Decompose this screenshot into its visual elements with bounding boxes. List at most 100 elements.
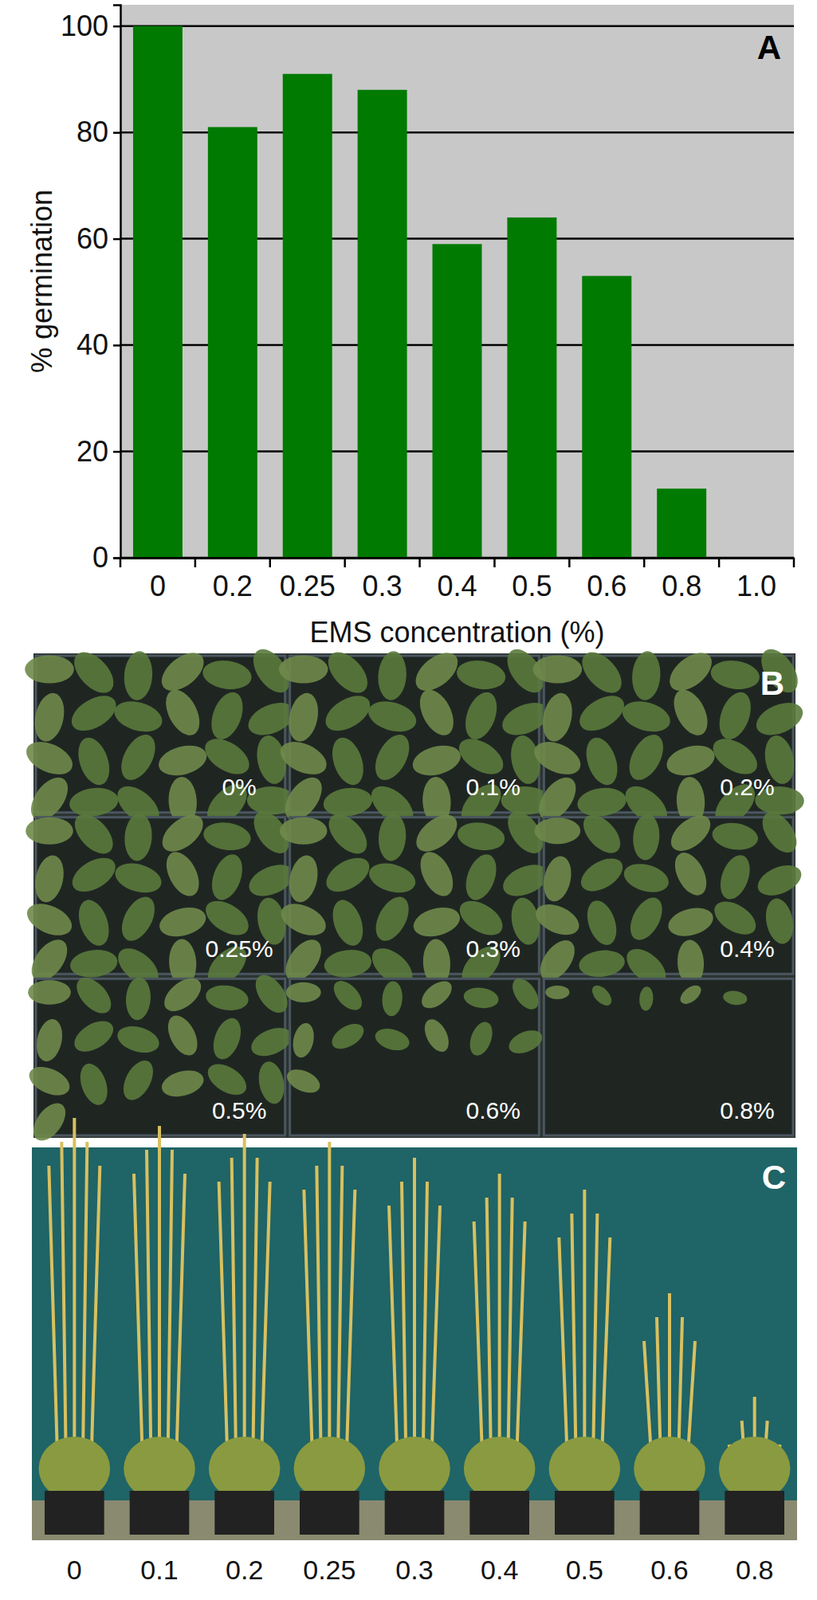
y-tick: 20: [76, 435, 121, 468]
plant: [124, 976, 152, 1022]
plant: [65, 688, 122, 739]
plant: [327, 1018, 369, 1054]
x-tick-label: 0.3: [362, 569, 403, 603]
plant: [638, 986, 654, 1012]
plant: [618, 696, 674, 738]
plant: [376, 650, 408, 702]
y-tick-mark: [113, 557, 121, 560]
bar: [133, 26, 183, 558]
plant: [24, 1061, 75, 1102]
bar: [581, 275, 632, 558]
y-tick-mark: [113, 238, 121, 241]
x-separator: [643, 557, 646, 568]
plant: [67, 807, 121, 861]
photo-panel-b: 0%0.1%0.2%0.25%0.3%0.4%0.5%0.6%0.8%B: [21, 643, 809, 1147]
plant: [533, 655, 583, 684]
x-tick: 0.8: [661, 557, 702, 603]
plant: [158, 971, 208, 1018]
plant: [409, 808, 464, 860]
y-tick-label: 0: [92, 541, 109, 574]
plant: [708, 895, 762, 943]
plant: [66, 644, 122, 700]
panel-label: C: [762, 1158, 786, 1197]
plant: [753, 859, 806, 902]
x-tick-label: 0.4: [436, 569, 477, 603]
plant: [66, 851, 122, 900]
tray-label: 0%: [221, 773, 256, 801]
plant: [159, 684, 207, 742]
plant: [713, 687, 757, 744]
plant: [67, 785, 120, 819]
tray: [543, 817, 794, 975]
plant: [420, 1015, 454, 1057]
x-tick: 0.2: [212, 557, 253, 603]
plant: [27, 1097, 72, 1147]
plant: [320, 851, 376, 900]
plant: [663, 740, 719, 781]
x-separator: [119, 557, 122, 568]
stem: [72, 1118, 76, 1493]
plant: [459, 850, 502, 905]
plant: [708, 657, 762, 692]
plant: [377, 813, 408, 863]
plant: [668, 848, 714, 901]
y-tick-label: 100: [60, 9, 109, 43]
bar: [357, 90, 408, 558]
x-tick: 0.5: [511, 557, 552, 603]
x-tick-label: 0.2: [212, 569, 253, 603]
plant: [73, 895, 115, 950]
bar: [432, 243, 483, 558]
y-tick-label: 60: [76, 222, 109, 256]
panel-label: B: [760, 664, 785, 703]
pot: [214, 1491, 275, 1536]
plant: [72, 734, 115, 790]
plant: [155, 740, 211, 781]
tray-label: 0.5%: [212, 1097, 267, 1124]
y-tick: 0: [92, 541, 121, 574]
pot-label: 0: [66, 1555, 83, 1586]
tray-label: 0.2%: [719, 773, 774, 801]
x-separator: [269, 557, 272, 568]
pot-label: 0.6: [650, 1555, 688, 1586]
photo-background: [33, 653, 796, 1139]
plant: [24, 655, 75, 684]
x-tick: 0.6: [586, 557, 627, 603]
plant: [577, 947, 626, 980]
plant: [204, 982, 251, 1014]
plant: [70, 971, 118, 1020]
plant: [158, 1066, 207, 1102]
plant: [755, 806, 804, 860]
plant: [581, 896, 622, 949]
pot: [469, 1491, 530, 1536]
pot: [129, 1491, 190, 1536]
x-tick: 1.0: [736, 557, 777, 603]
y-tick: 60: [76, 222, 121, 256]
plant: [710, 820, 760, 853]
tray: [35, 655, 286, 814]
plant: [408, 645, 465, 699]
tray-label: 0.1%: [466, 773, 521, 801]
plant: [368, 729, 417, 786]
plant: [622, 729, 671, 786]
pot: [384, 1491, 445, 1536]
plant: [206, 850, 248, 905]
plant: [326, 734, 370, 790]
plant: [455, 657, 508, 692]
pot: [554, 1491, 615, 1536]
plant: [667, 684, 715, 742]
plant: [580, 734, 623, 790]
plant: [285, 852, 323, 905]
y-tick-label: 20: [76, 435, 109, 468]
plant: [664, 903, 716, 942]
tray-label: 0.3%: [466, 935, 521, 963]
x-separator: [418, 557, 421, 568]
plant: [284, 690, 323, 745]
x-tick-label: 0.5: [511, 569, 552, 603]
tray: [543, 655, 794, 814]
plant: [412, 684, 460, 742]
x-axis: 00.20.250.30.40.50.60.81.0: [121, 557, 795, 603]
plant: [208, 1014, 246, 1064]
plant: [69, 1015, 119, 1059]
x-tick: 0.3: [362, 557, 403, 603]
plant: [538, 690, 577, 745]
